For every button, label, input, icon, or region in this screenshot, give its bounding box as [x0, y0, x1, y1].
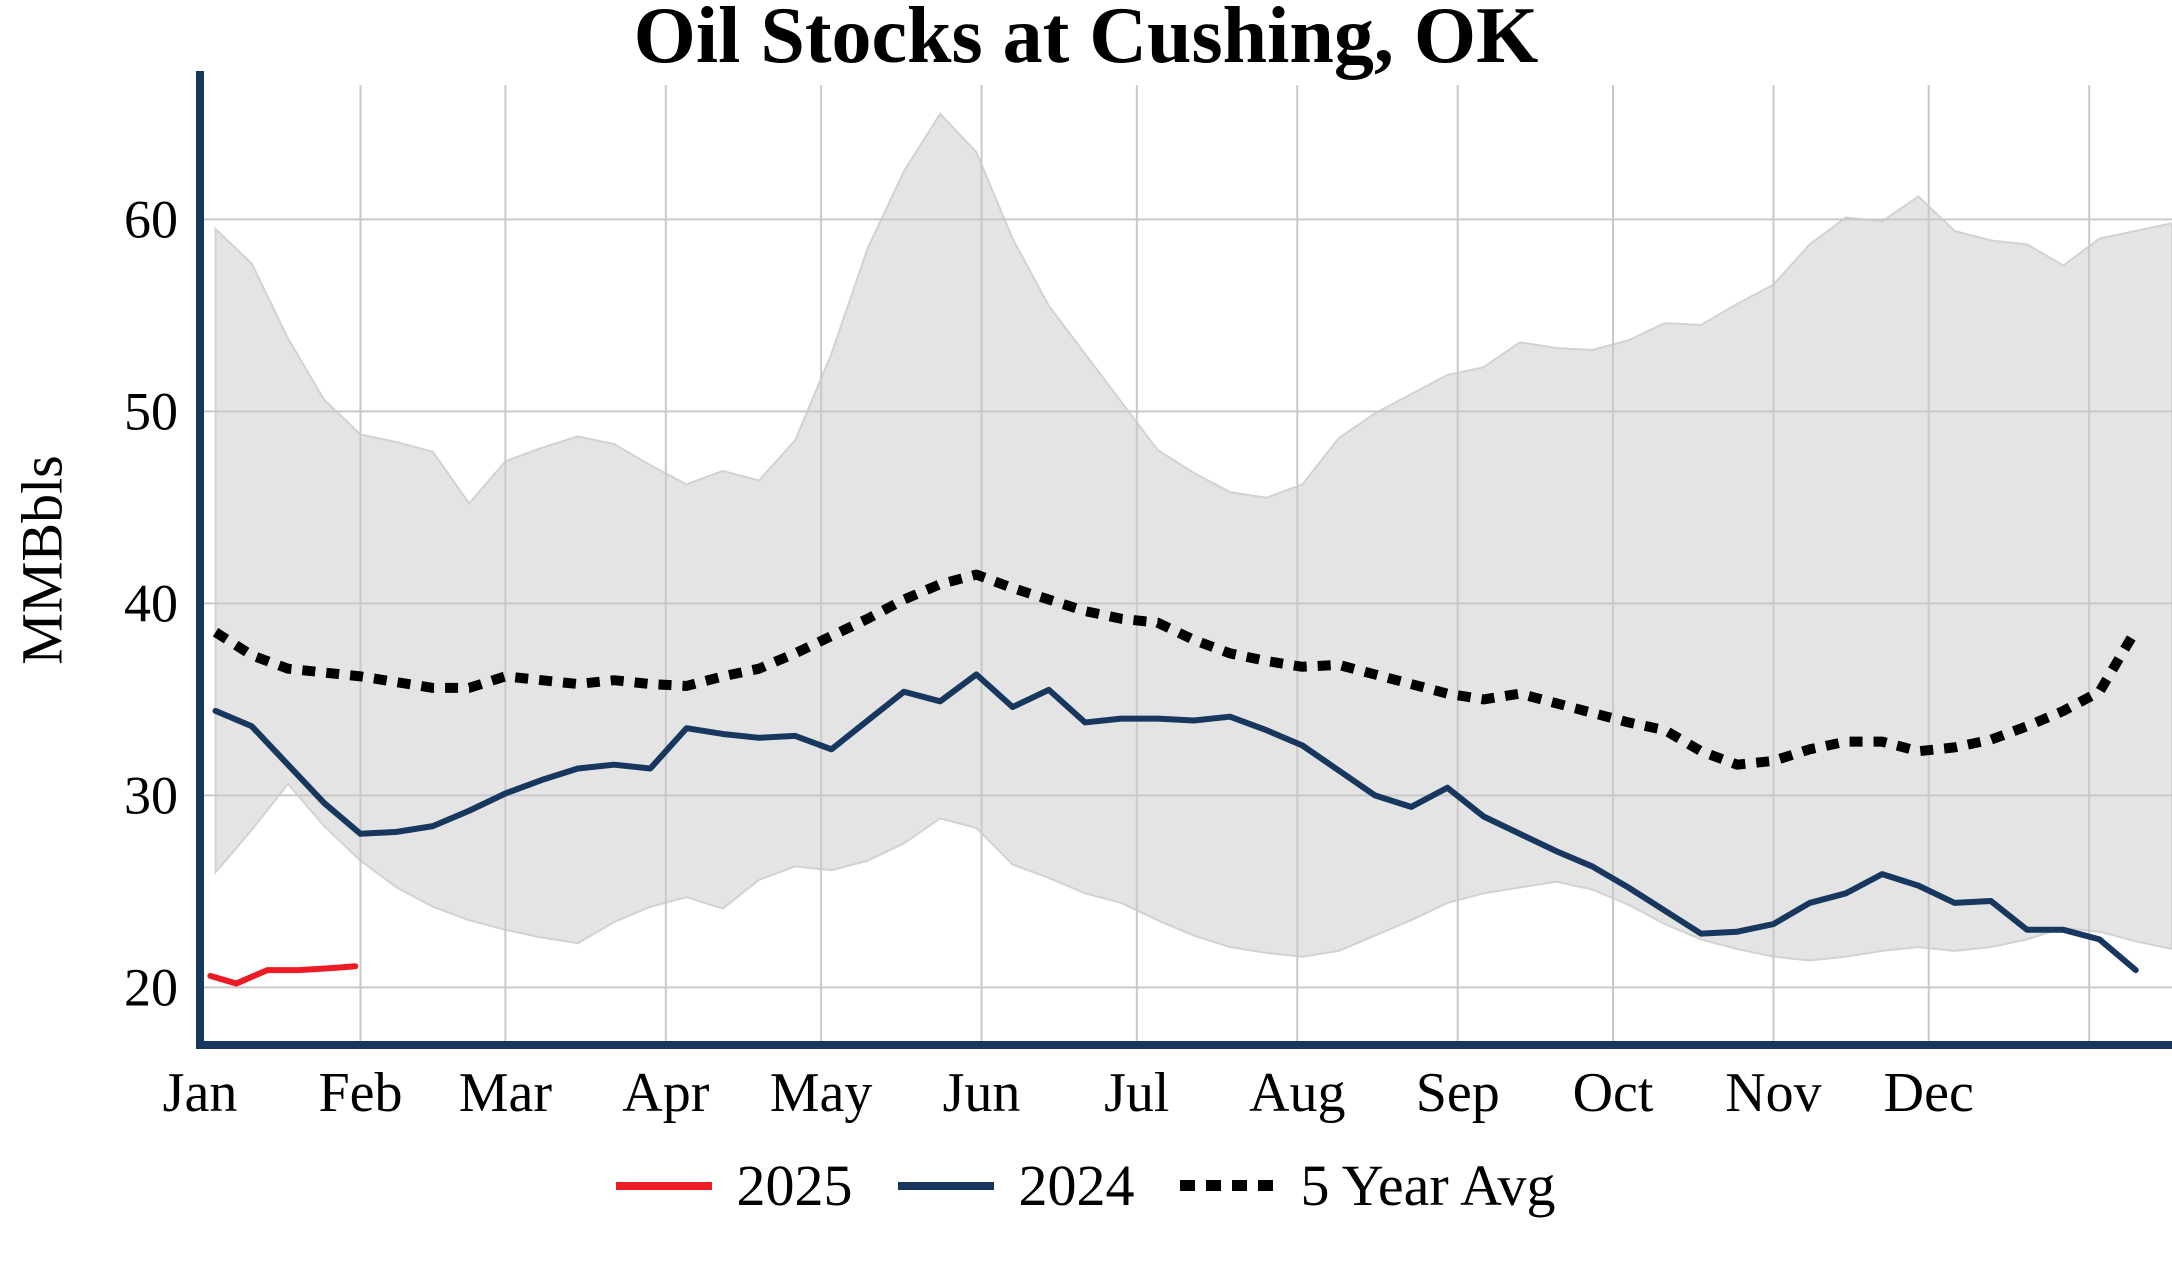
y-tick-label: 50 [124, 381, 178, 441]
legend-label-2024: 2024 [1018, 1153, 1135, 1218]
x-tick-label: Feb [318, 1062, 402, 1124]
x-tick-label: May [770, 1062, 873, 1124]
series-2024-line [212, 671, 2139, 974]
legend-item-2025: 2025 [616, 1152, 852, 1219]
y-tick-label: 20 [124, 957, 178, 1017]
chart-title: Oil Stocks at Cushing, OK [633, 0, 1539, 80]
x-tick-label: Sep [1416, 1062, 1500, 1124]
legend-label-5-year-avg: 5 Year Avg [1300, 1153, 1556, 1218]
legend-label-2025: 2025 [736, 1153, 853, 1218]
x-tick-label: Jul [1104, 1062, 1169, 1124]
series-2025-line [207, 963, 359, 987]
legend-item-2024: 2024 [898, 1152, 1134, 1219]
x-tick-label: Nov [1725, 1062, 1821, 1124]
x-tick-label: Apr [622, 1062, 709, 1124]
x-tick-label: Mar [459, 1062, 553, 1124]
y-tick-label: 40 [124, 573, 178, 633]
legend-swatch-2025 [616, 1181, 713, 1190]
legend-swatch-5-year-avg [1180, 1180, 1277, 1191]
x-tick-label: Dec [1884, 1062, 1974, 1124]
x-tick-label: Aug [1249, 1062, 1345, 1124]
chart-legend: 2025 2024 5 Year Avg [0, 1152, 2172, 1219]
x-tick-label: Jan [163, 1062, 238, 1124]
y-tick-label: 60 [124, 189, 178, 249]
five-year-range-band [214, 112, 2172, 962]
legend-swatch-2024 [898, 1181, 995, 1190]
legend-item-5-year-avg: 5 Year Avg [1180, 1152, 1556, 1219]
y-tick-label: 30 [124, 765, 178, 825]
x-tick-label: Oct [1573, 1062, 1654, 1124]
x-tick-label: Jun [943, 1062, 1021, 1124]
